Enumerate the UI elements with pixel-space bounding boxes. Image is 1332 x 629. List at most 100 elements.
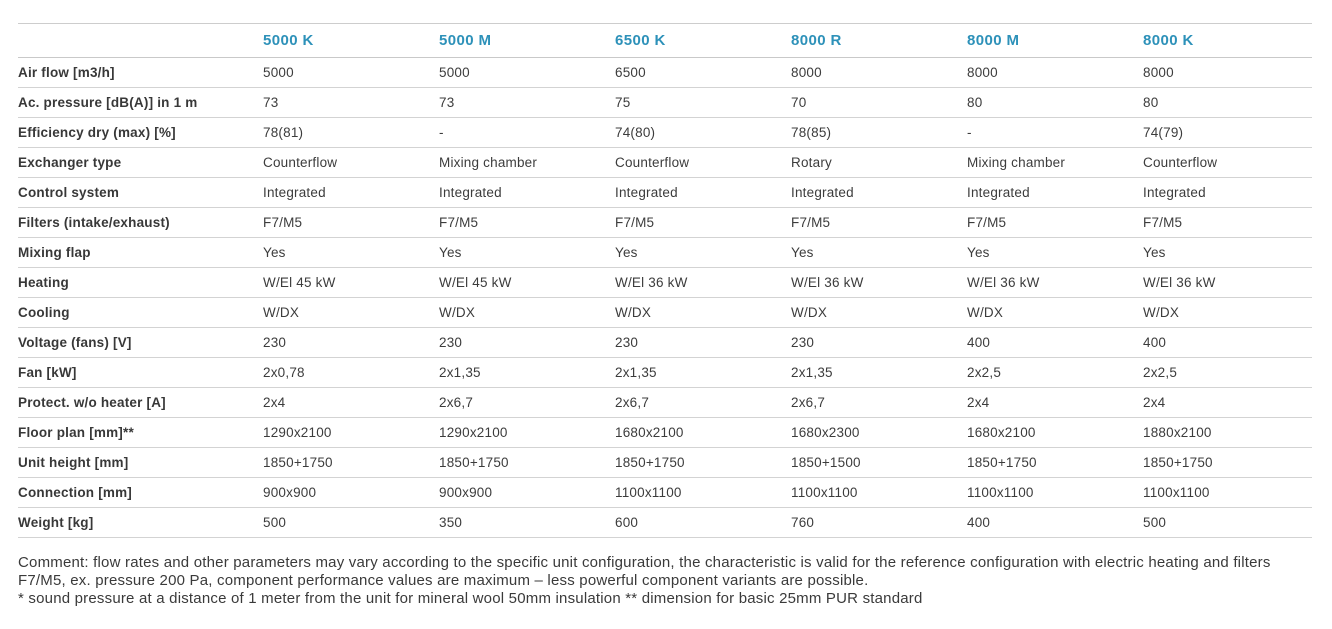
table-row: Filters (intake/exhaust) F7/M5 F7/M5 F7/M5 F… [18, 207, 1312, 238]
table-row: Voltage (fans) [V] 230 230 230 230 400 400 [18, 327, 1312, 358]
column-header: 5000 M [439, 23, 615, 58]
cell-value: 400 [967, 327, 1143, 358]
cell-value: F7/M5 [1143, 207, 1312, 238]
cell-value: 1850+1750 [615, 447, 791, 478]
cell-value: - [439, 117, 615, 148]
cell-value: 74(80) [615, 117, 791, 148]
cell-value: 8000 [967, 57, 1143, 88]
cell-value: 2x0,78 [263, 357, 439, 388]
row-label: Heating [18, 267, 263, 298]
cell-value: 1290x2100 [439, 417, 615, 448]
row-label: Floor plan [mm]** [18, 417, 263, 448]
table-row: Cooling W/DX W/DX W/DX W/DX W/DX W/DX [18, 297, 1312, 328]
cell-value: 1100x1100 [1143, 477, 1312, 508]
row-label: Voltage (fans) [V] [18, 327, 263, 358]
cell-value: 74(79) [1143, 117, 1312, 148]
cell-value: 230 [263, 327, 439, 358]
cell-value: 2x4 [967, 387, 1143, 418]
cell-value: 400 [1143, 327, 1312, 358]
table-row: Efficiency dry (max) [%] 78(81) -74(80) 78(… [18, 117, 1312, 148]
cell-value: 230 [791, 327, 967, 358]
cell-value: 900x900 [439, 477, 615, 508]
cell-value: 760 [791, 507, 967, 538]
comment-block: Comment: flow rates and other parameters… [18, 554, 1318, 609]
table-row: Fan [kW] 2x0,78 2x1,35 2x1,35 2x1,35 2x2,5 2x2… [18, 357, 1312, 388]
cell-value: 1290x2100 [263, 417, 439, 448]
cell-value: 6500 [615, 57, 791, 88]
cell-value: 8000 [1143, 57, 1312, 88]
cell-value: 75 [615, 87, 791, 118]
table-row: Unit height [mm] 1850+1750 1850+1750 1850+1… [18, 447, 1312, 478]
cell-value: Rotary [791, 147, 967, 178]
cell-value: 1850+1750 [967, 447, 1143, 478]
cell-value: 400 [967, 507, 1143, 538]
cell-value: F7/M5 [439, 207, 615, 238]
cell-value: 8000 [791, 57, 967, 88]
cell-value: Yes [1143, 237, 1312, 268]
cell-value: Yes [615, 237, 791, 268]
cell-value: 350 [439, 507, 615, 538]
cell-value: 1850+1500 [791, 447, 967, 478]
row-label: Air flow [m3/h] [18, 57, 263, 88]
spec-table-header: 5000 K 5000 M 6500 K 8000 R 8000 M 8000 … [18, 23, 1312, 58]
row-label: Unit height [mm] [18, 447, 263, 478]
cell-value: 1850+1750 [439, 447, 615, 478]
cell-value: 230 [615, 327, 791, 358]
cell-value: 73 [439, 87, 615, 118]
cell-value: 1100x1100 [615, 477, 791, 508]
cell-value: 1680x2100 [615, 417, 791, 448]
row-label: Weight [kg] [18, 507, 263, 538]
cell-value: W/DX [615, 297, 791, 328]
cell-value: Integrated [263, 177, 439, 208]
table-row: Weight [kg] 500 350 600 760 400 500 [18, 507, 1312, 538]
cell-value: Integrated [967, 177, 1143, 208]
spec-table: 5000 K 5000 M 6500 K 8000 R 8000 M 8000 … [18, 23, 1312, 538]
cell-value: W/DX [439, 297, 615, 328]
cell-value: 78(85) [791, 117, 967, 148]
cell-value: 78(81) [263, 117, 439, 148]
table-row: Control system Integrated Integrated Integr… [18, 177, 1312, 208]
cell-value: 230 [439, 327, 615, 358]
table-row: Mixing flap Yes Yes Yes Yes Yes Yes [18, 237, 1312, 268]
spec-table-body: Air flow [m3/h] 5000 5000 6500 8000 8000 8000 A… [18, 57, 1312, 538]
row-label: Fan [kW] [18, 357, 263, 388]
cell-value: 1680x2100 [967, 417, 1143, 448]
cell-value: W/El 45 kW [263, 267, 439, 298]
cell-value: W/DX [263, 297, 439, 328]
cell-value: 2x4 [263, 387, 439, 418]
header-corner-cell [18, 23, 263, 58]
cell-value: W/DX [967, 297, 1143, 328]
spec-sheet: 5000 K 5000 M 6500 K 8000 R 8000 M 8000 … [18, 23, 1318, 609]
cell-value: 73 [263, 87, 439, 118]
cell-value: 5000 [263, 57, 439, 88]
cell-value: Counterflow [263, 147, 439, 178]
cell-value: Yes [967, 237, 1143, 268]
row-label: Connection [mm] [18, 477, 263, 508]
cell-value: 600 [615, 507, 791, 538]
table-row: Exchanger type Counterflow Mixing chamber C… [18, 147, 1312, 178]
cell-value: 1100x1100 [791, 477, 967, 508]
cell-value: Yes [791, 237, 967, 268]
cell-value: 2x1,35 [791, 357, 967, 388]
cell-value: 2x6,7 [439, 387, 615, 418]
cell-value: 900x900 [263, 477, 439, 508]
cell-value: Integrated [615, 177, 791, 208]
column-header: 8000 R [791, 23, 967, 58]
cell-value: 70 [791, 87, 967, 118]
footnote-text: * sound pressure at a distance of 1 mete… [18, 590, 923, 608]
cell-value: W/El 36 kW [1143, 267, 1312, 298]
cell-value: Mixing chamber [967, 147, 1143, 178]
row-label: Filters (intake/exhaust) [18, 207, 263, 238]
cell-value: 80 [1143, 87, 1312, 118]
cell-value: 2x1,35 [439, 357, 615, 388]
table-row: Air flow [m3/h] 5000 5000 6500 8000 8000 8000 [18, 57, 1312, 88]
cell-value: Mixing chamber [439, 147, 615, 178]
cell-value: 2x4 [1143, 387, 1312, 418]
cell-value: 1850+1750 [263, 447, 439, 478]
cell-value: 1100x1100 [967, 477, 1143, 508]
cell-value: 80 [967, 87, 1143, 118]
cell-value: W/El 36 kW [967, 267, 1143, 298]
cell-value: Integrated [1143, 177, 1312, 208]
cell-value: 2x2,5 [1143, 357, 1312, 388]
column-header: 5000 K [263, 23, 439, 58]
